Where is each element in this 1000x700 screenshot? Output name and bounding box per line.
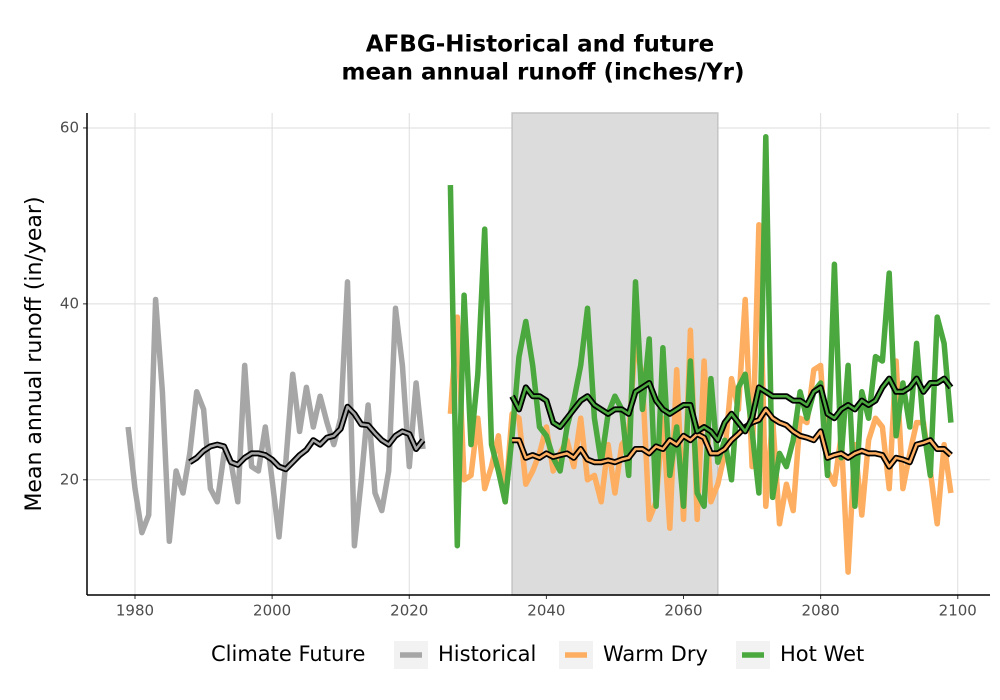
y-tick-label: 60 xyxy=(60,118,79,136)
legend-label: Historical xyxy=(438,642,536,666)
legend-label: Hot Wet xyxy=(780,642,864,666)
series-line xyxy=(447,133,954,549)
x-tick-label: 2080 xyxy=(802,602,840,620)
chart-title: AFBG-Historical and future xyxy=(366,32,714,58)
legend-label: Warm Dry xyxy=(603,642,708,666)
rolling-mean xyxy=(510,377,952,442)
rolling-mean xyxy=(512,408,952,468)
chart-title: mean annual runoff (inches/Yr) xyxy=(341,60,744,86)
x-tick-label: 2000 xyxy=(253,602,291,620)
x-tick-label: 2020 xyxy=(390,602,428,620)
rolling-mean xyxy=(189,405,424,471)
x-tick-label: 2060 xyxy=(664,602,702,620)
y-tick-label: 40 xyxy=(60,294,79,312)
x-tick-label: 1980 xyxy=(116,602,154,620)
x-tick-label: 2100 xyxy=(939,602,977,620)
y-tick-label: 20 xyxy=(60,470,79,488)
series-line xyxy=(125,279,426,549)
y-axis-title: Mean annual runoff (in/year) xyxy=(22,196,47,511)
x-tick-label: 2040 xyxy=(527,602,565,620)
legend-title: Climate Future xyxy=(211,642,365,666)
